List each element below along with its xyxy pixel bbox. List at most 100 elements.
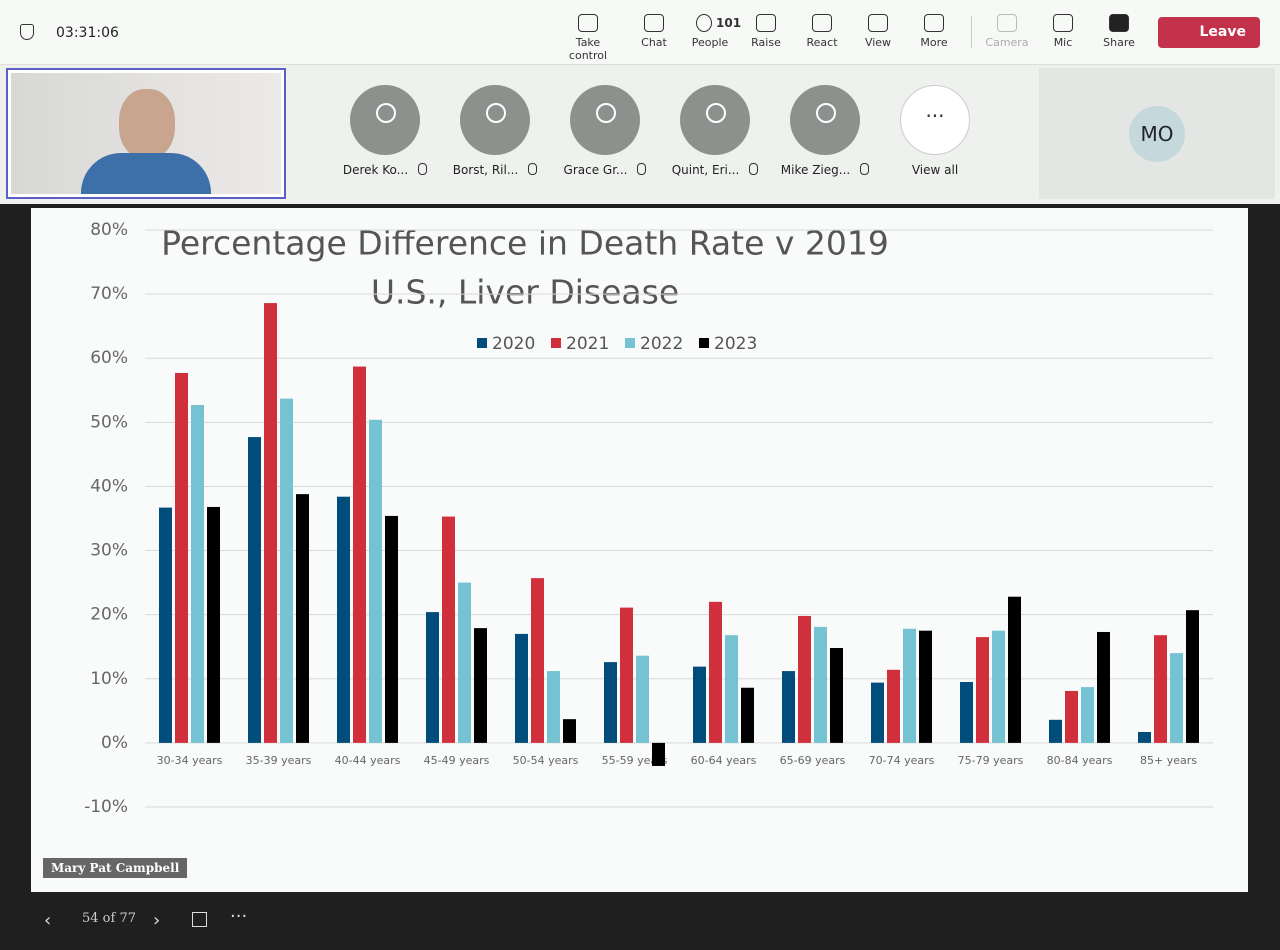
muted-icon xyxy=(860,163,870,175)
toolbar-button[interactable]: Camera xyxy=(977,14,1037,49)
legend-label: 2022 xyxy=(640,334,683,354)
toolbar-label: People xyxy=(691,36,729,49)
bar xyxy=(652,742,665,766)
next-slide[interactable]: › xyxy=(153,910,161,931)
bar xyxy=(620,607,633,743)
bar xyxy=(636,655,649,743)
x-tick-label: 60-64 years xyxy=(691,754,757,767)
x-tick-label: 85+ years xyxy=(1140,754,1197,767)
bar xyxy=(353,366,366,743)
toolbar-button[interactable]: View xyxy=(848,14,908,49)
layout-button[interactable] xyxy=(192,912,207,927)
chart-title: Percentage Difference in Death Rate v 20… xyxy=(161,224,889,263)
participant[interactable]: Grace Gr... xyxy=(555,85,655,177)
x-tick-label: 50-54 years xyxy=(513,754,579,767)
prev-slide[interactable]: ‹ xyxy=(44,910,52,931)
y-tick-label: 60% xyxy=(90,348,128,368)
bar xyxy=(442,516,455,743)
bar xyxy=(919,630,932,743)
bar xyxy=(976,637,989,743)
participant[interactable]: Borst, Ril... xyxy=(445,85,545,177)
bar xyxy=(782,671,795,743)
legend-swatch xyxy=(551,338,561,348)
bar xyxy=(871,682,884,743)
toolbar-button[interactable]: 101 People xyxy=(680,14,742,49)
x-tick-label: 75-79 years xyxy=(958,754,1024,767)
bar xyxy=(1008,596,1021,743)
y-tick-label: 40% xyxy=(90,476,128,496)
legend-swatch xyxy=(699,338,709,348)
icon xyxy=(1109,14,1129,32)
chart-subtitle: U.S., Liver Disease xyxy=(371,273,679,312)
toolbar-button[interactable]: More xyxy=(904,14,964,49)
more-dots: ··· xyxy=(900,85,970,155)
avatar xyxy=(790,85,860,155)
bar xyxy=(207,506,220,743)
bar xyxy=(1186,610,1199,743)
toolbar-label: Chat xyxy=(641,36,667,49)
bar xyxy=(296,494,309,743)
bar xyxy=(1065,690,1078,743)
bar xyxy=(992,630,1005,743)
x-tick-label: 65-69 years xyxy=(780,754,846,767)
y-tick-label: 50% xyxy=(90,412,128,432)
muted-icon xyxy=(637,163,647,175)
participant-name: Derek Ko... xyxy=(342,163,409,177)
video-frame xyxy=(11,73,281,194)
legend-label: 2023 xyxy=(714,334,757,354)
view-all[interactable]: ··· View all xyxy=(885,85,985,177)
icon xyxy=(1053,14,1073,32)
bar xyxy=(159,507,172,743)
bar xyxy=(369,419,382,743)
face xyxy=(119,89,175,159)
more-button[interactable]: ··· xyxy=(230,906,248,927)
bar xyxy=(191,405,204,743)
bar xyxy=(604,662,617,743)
bar xyxy=(725,635,738,743)
bar xyxy=(830,648,843,743)
bar xyxy=(798,615,811,743)
toolbar-button[interactable]: React xyxy=(792,14,852,49)
bar xyxy=(458,582,471,743)
icon xyxy=(644,14,664,32)
participant[interactable]: Mike Zieg... xyxy=(775,85,875,177)
toolbar-button[interactable]: Mic xyxy=(1033,14,1093,49)
bar xyxy=(547,671,560,743)
toolbar-label: Mic xyxy=(1053,36,1073,49)
toolbar-label: Take control xyxy=(568,36,608,62)
legend-swatch xyxy=(625,338,635,348)
self-video xyxy=(6,68,286,199)
bar xyxy=(814,626,827,743)
icon xyxy=(578,14,598,32)
avatar xyxy=(350,85,420,155)
bar xyxy=(693,666,706,743)
bar xyxy=(385,515,398,743)
participant-name: Quint, Eri... xyxy=(671,163,740,177)
x-tick-label: 80-84 years xyxy=(1047,754,1113,767)
toolbar-button[interactable]: Share xyxy=(1089,14,1149,49)
participant-name: Mike Zieg... xyxy=(780,163,851,177)
toolbar-label: More xyxy=(920,36,948,49)
y-tick-label: 80% xyxy=(90,220,128,240)
chart: Percentage Difference in Death Rate v 20… xyxy=(84,220,1213,817)
x-tick-label: 30-34 years xyxy=(157,754,223,767)
leave-button[interactable]: Leave xyxy=(1158,17,1260,48)
toolbar-button[interactable]: Raise xyxy=(736,14,796,49)
people-count: 101 xyxy=(716,16,742,30)
divider xyxy=(971,16,972,48)
muted-icon xyxy=(749,163,759,175)
slide: Percentage Difference in Death Rate v 20… xyxy=(31,208,1248,892)
bar xyxy=(1138,731,1151,743)
participant[interactable]: Quint, Eri... xyxy=(665,85,765,177)
bar xyxy=(1081,687,1094,743)
slide-position: 54 of 77 xyxy=(82,911,136,926)
toolbar-button[interactable]: Chat xyxy=(624,14,684,49)
participant[interactable]: Derek Ko... xyxy=(335,85,435,177)
x-tick-label: 40-44 years xyxy=(335,754,401,767)
toolbar-label: Camera xyxy=(985,36,1029,49)
legend-swatch xyxy=(477,338,487,348)
toolbar-button[interactable]: Take control xyxy=(558,14,618,62)
bar xyxy=(960,681,973,743)
presenter-name: Mary Pat Campbell xyxy=(43,858,188,878)
top-bar: 03:31:06 Take control Chat 101 People Raise R… xyxy=(0,0,1280,65)
